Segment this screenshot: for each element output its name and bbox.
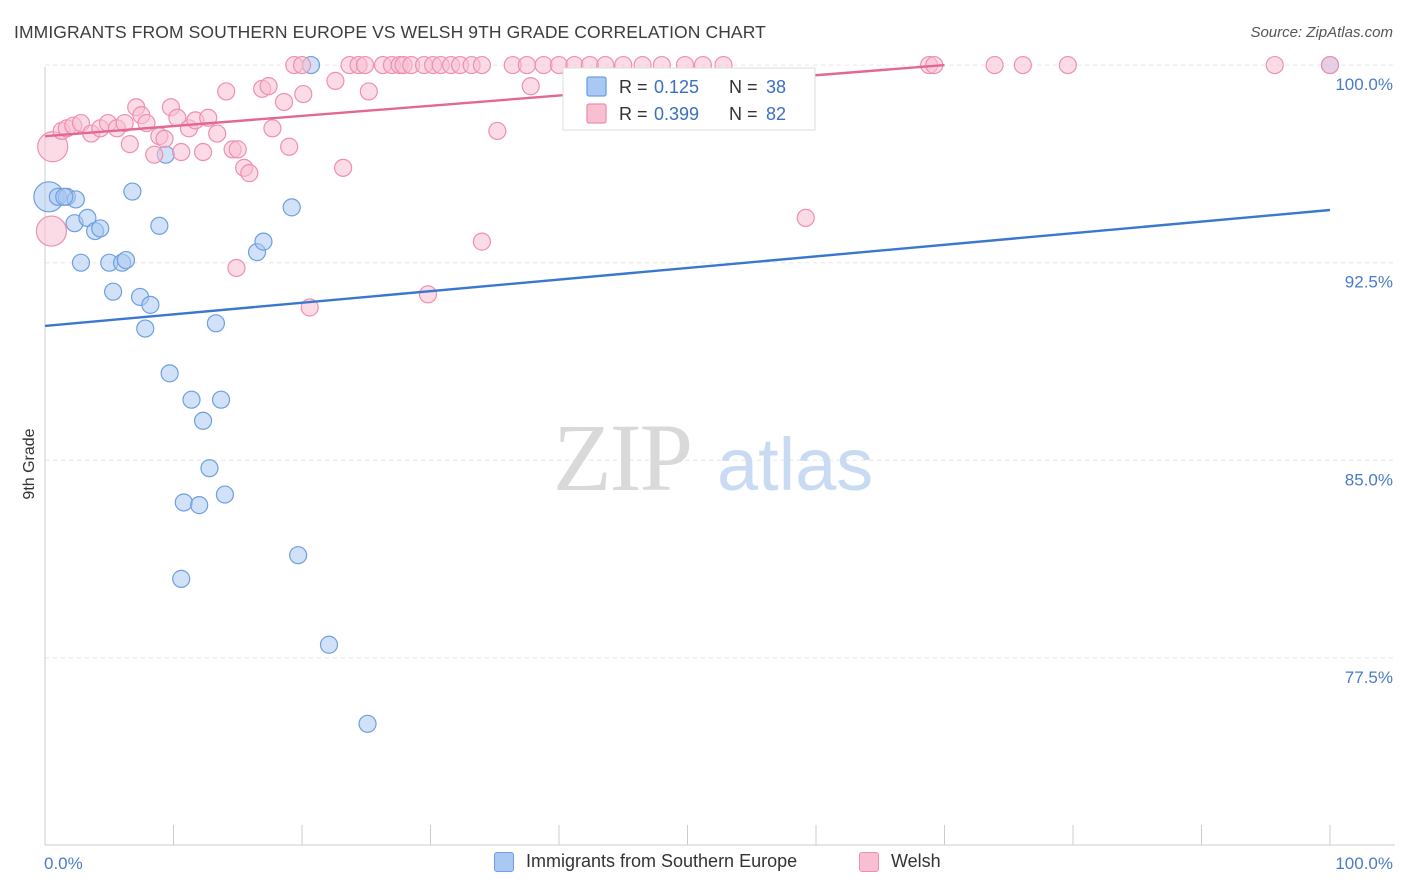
pink-point-55	[472, 55, 491, 75]
pink-point-58	[517, 55, 536, 75]
legend-item-southern-europe: Immigrants from Southern Europe	[494, 851, 797, 872]
stats-r-value-0: 0.125	[654, 77, 699, 97]
blue-trend-line	[44, 208, 1331, 328]
pink-point-34	[280, 137, 299, 156]
legend-label-welsh: Welsh	[891, 851, 941, 871]
source-credit: Source: ZipAtlas.com	[1250, 24, 1393, 41]
legend-swatch-blue	[494, 851, 514, 872]
pink-point-71	[796, 208, 815, 228]
stats-n-label-0: N =	[729, 77, 758, 97]
pink-point-42	[355, 55, 375, 75]
stats-legend: R = 0.125 N = 38 R = 0.399 N = 82	[562, 67, 816, 131]
blue-point-19	[206, 314, 226, 333]
pink-point-79	[472, 232, 491, 251]
pink-point-77	[1265, 55, 1284, 75]
pink-point-14	[145, 145, 164, 164]
pink-point-37	[294, 84, 313, 104]
y-tick-label-0: 100.0%	[1335, 75, 1393, 94]
pink-point-9	[115, 113, 134, 133]
pink-point-33	[274, 92, 294, 112]
blue-point-11	[116, 250, 136, 270]
pink-point-74	[985, 55, 1004, 75]
pink-point-29	[240, 164, 259, 183]
blue-point-35	[358, 714, 377, 733]
blue-point-18	[150, 216, 169, 235]
blue-point-34	[319, 635, 339, 654]
pink-point-39	[334, 158, 353, 177]
pink-point-32	[263, 119, 282, 138]
pink-point-38	[326, 71, 345, 90]
x-tick-label-1: 100.0%	[1335, 854, 1393, 873]
series-pink-points	[35, 55, 1340, 317]
series-blue-points	[33, 55, 1340, 733]
pink-point-78	[1320, 55, 1340, 75]
pink-point-83	[35, 215, 68, 247]
stats-n-value-1: 82	[766, 104, 786, 124]
pink-point-19	[172, 142, 191, 162]
stats-n-label-1: N =	[729, 104, 758, 124]
legend-swatch-pink	[859, 851, 879, 872]
blue-point-17	[123, 182, 142, 201]
pink-point-16	[155, 129, 174, 148]
blue-point-32	[289, 546, 308, 565]
stats-r-label-0: R =	[619, 77, 648, 97]
blue-point-25	[182, 390, 201, 409]
pink-point-43	[359, 82, 378, 101]
y-tick-label-2: 85.0%	[1345, 470, 1393, 489]
legend-label-southern-europe: Immigrants from Southern Europe	[526, 851, 798, 871]
pink-point-80	[227, 258, 246, 278]
chart-title: IMMIGRANTS FROM SOUTHERN EUROPE VS WELSH…	[14, 22, 766, 42]
pink-point-81	[418, 285, 438, 304]
x-tick-labels: 0.0% 100.0%	[44, 854, 1393, 873]
watermark: ZIP atlas	[553, 404, 873, 511]
pink-point-36	[292, 55, 312, 75]
blue-point-33	[172, 569, 191, 588]
x-tick-label-0: 0.0%	[44, 854, 83, 873]
blue-point-12	[104, 282, 123, 301]
blue-point-37	[55, 187, 74, 206]
blue-point-28	[200, 459, 219, 478]
stats-swatch-pink	[586, 103, 607, 124]
blue-point-22	[282, 198, 301, 217]
stats-swatch-blue	[586, 76, 607, 97]
blue-point-30	[190, 496, 209, 515]
blue-point-8	[71, 253, 91, 272]
pink-point-27	[228, 140, 247, 159]
blue-point-21	[254, 232, 273, 251]
watermark-zip: ZIP	[553, 404, 691, 511]
pink-point-31	[259, 77, 278, 96]
y-tick-label-3: 77.5%	[1345, 668, 1393, 687]
grid-lines	[45, 64, 1395, 659]
y-axis-title: 9th Grade	[21, 428, 38, 499]
blue-point-14	[141, 295, 160, 314]
pink-point-25	[217, 82, 236, 101]
pink-point-76	[1058, 55, 1077, 75]
stats-n-value-0: 38	[766, 77, 786, 97]
stats-r-value-1: 0.399	[654, 104, 699, 124]
blue-point-26	[211, 390, 231, 409]
pink-point-75	[1013, 55, 1032, 75]
pink-point-22	[193, 142, 213, 162]
y-tick-label-1: 92.5%	[1345, 273, 1393, 292]
pink-point-24	[208, 124, 227, 143]
blue-point-27	[193, 411, 213, 430]
bottom-legend: Immigrants from Southern Europe Welsh	[0, 851, 1406, 877]
blue-point-7	[91, 219, 110, 238]
pink-point-10	[120, 135, 139, 154]
blue-point-15	[136, 319, 155, 338]
blue-point-29	[174, 493, 193, 512]
legend-item-welsh: Welsh	[859, 851, 941, 872]
watermark-atlas: atlas	[717, 423, 873, 506]
stats-r-label-1: R =	[619, 104, 648, 124]
pink-point-56	[488, 121, 507, 141]
pink-point-70	[521, 77, 540, 96]
y-tick-labels: 100.0% 92.5% 85.0% 77.5%	[1335, 75, 1393, 687]
blue-point-24	[160, 364, 179, 383]
blue-point-31	[215, 485, 234, 504]
pink-point-59	[534, 55, 553, 75]
